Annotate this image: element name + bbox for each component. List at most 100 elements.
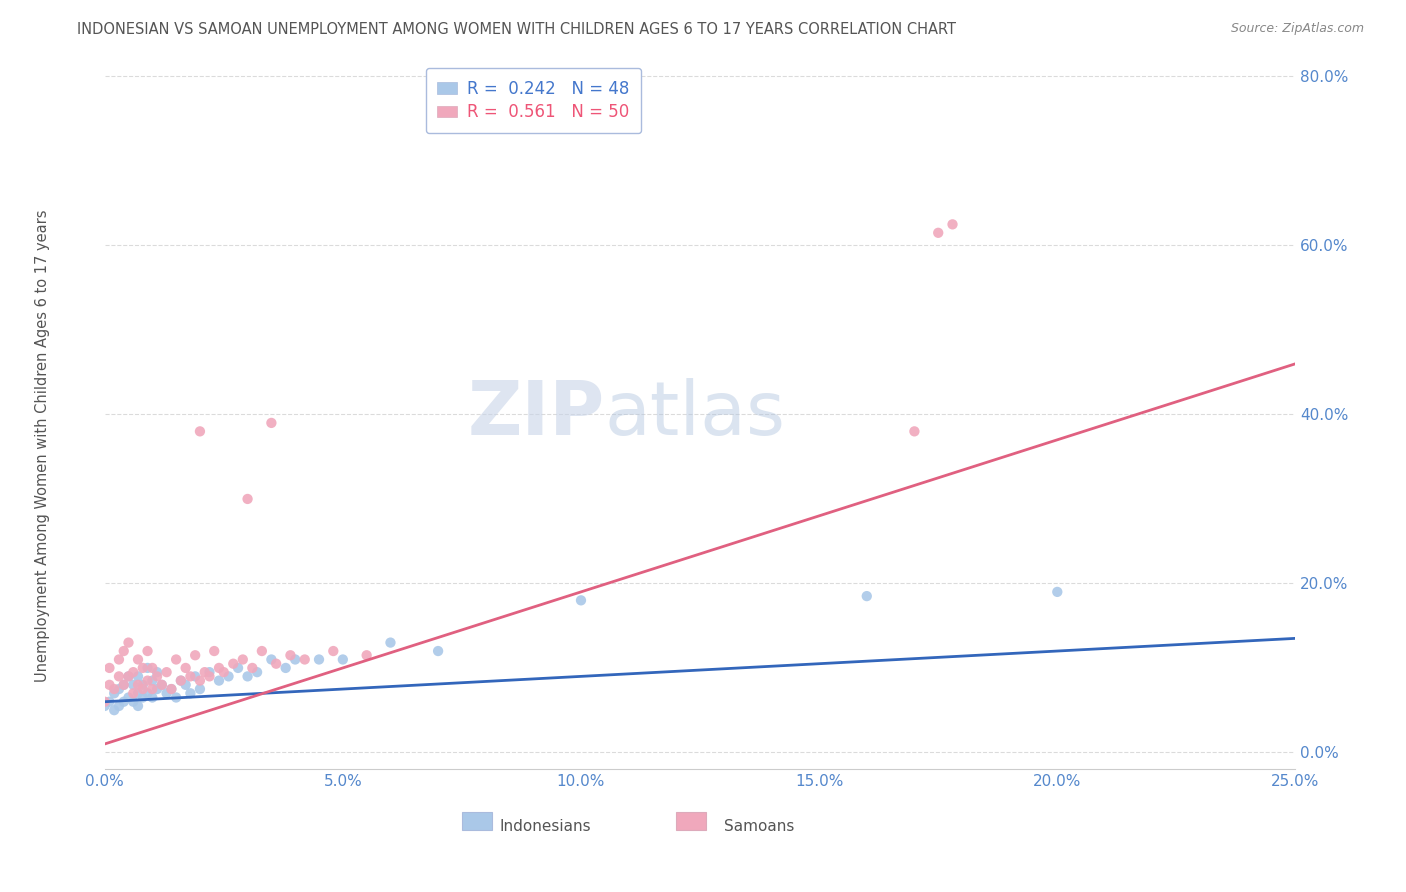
Point (188, 425, 211, 439)
Point (202, 644, 225, 658)
Point (141, 673, 163, 688)
Point (165, 652, 187, 666)
Point (941, 218, 963, 232)
Point (855, 589, 877, 603)
Point (150, 678, 173, 692)
Point (117, 635, 139, 649)
Point (155, 665, 177, 680)
Point (136, 673, 159, 688)
Point (141, 661, 163, 675)
Point (226, 661, 249, 675)
Point (274, 661, 297, 675)
Point (246, 665, 269, 680)
Point (146, 669, 169, 683)
Point (236, 491, 259, 506)
Point (208, 673, 231, 688)
Point (250, 644, 273, 658)
Point (284, 652, 307, 666)
Point (280, 648, 302, 663)
Point (174, 661, 197, 675)
Point (141, 690, 163, 705)
Text: Indonesians: Indonesians (499, 819, 591, 834)
Point (93, 698, 115, 713)
Point (127, 698, 149, 713)
Point (112, 678, 135, 692)
Point (93, 695, 115, 709)
Point (1046, 585, 1069, 599)
Point (112, 695, 135, 709)
Point (127, 678, 149, 692)
Point (136, 686, 159, 700)
Point (108, 698, 131, 713)
Point (150, 678, 173, 692)
Point (294, 652, 316, 666)
Point (184, 648, 207, 663)
Text: atlas: atlas (605, 378, 786, 451)
Point (136, 644, 159, 658)
Point (236, 669, 259, 683)
Point (103, 703, 125, 717)
Point (132, 678, 155, 692)
Point (112, 644, 135, 658)
Point (98, 661, 121, 675)
Point (141, 681, 163, 696)
FancyBboxPatch shape (676, 812, 706, 830)
Point (122, 686, 145, 700)
Point (132, 681, 155, 696)
Point (165, 690, 187, 705)
Point (122, 665, 145, 680)
Point (98, 695, 121, 709)
Point (927, 226, 949, 240)
Point (179, 669, 201, 683)
Point (122, 678, 145, 692)
Point (260, 416, 283, 430)
Point (170, 673, 193, 688)
Point (127, 686, 149, 700)
Point (569, 593, 592, 607)
Point (427, 644, 450, 658)
Point (108, 681, 131, 696)
Point (322, 644, 344, 658)
Point (127, 669, 149, 683)
Point (174, 678, 197, 692)
Point (222, 657, 245, 671)
Point (122, 695, 145, 709)
Point (240, 661, 263, 675)
Point (132, 690, 155, 705)
Point (117, 690, 139, 705)
Point (136, 661, 159, 675)
Text: ZIP: ZIP (468, 378, 605, 451)
Point (264, 657, 287, 671)
Point (332, 652, 354, 666)
Point (184, 669, 207, 683)
FancyBboxPatch shape (463, 812, 492, 830)
Point (198, 665, 221, 680)
Point (903, 425, 925, 439)
Text: INDONESIAN VS SAMOAN UNEMPLOYMENT AMONG WOMEN WITH CHILDREN AGES 6 TO 17 YEARS C: INDONESIAN VS SAMOAN UNEMPLOYMENT AMONG … (77, 22, 956, 37)
Point (356, 648, 378, 663)
Point (117, 669, 139, 683)
Text: Source: ZipAtlas.com: Source: ZipAtlas.com (1230, 22, 1364, 36)
Point (146, 681, 169, 696)
Point (194, 665, 217, 680)
Point (218, 669, 240, 683)
Text: Unemployment Among Women with Children Ages 6 to 17 years: Unemployment Among Women with Children A… (35, 210, 49, 682)
Legend: R =  0.242   N = 48, R =  0.561   N = 50: R = 0.242 N = 48, R = 0.561 N = 50 (426, 68, 641, 133)
Point (98, 678, 121, 692)
Text: Samoans: Samoans (724, 819, 794, 834)
Point (170, 673, 193, 688)
Point (127, 652, 149, 666)
Point (260, 652, 283, 666)
Point (155, 686, 177, 700)
Point (208, 661, 231, 675)
Point (188, 681, 211, 696)
Point (108, 652, 131, 666)
Point (108, 669, 131, 683)
Point (117, 669, 139, 683)
Point (179, 686, 201, 700)
Point (103, 681, 125, 696)
Point (146, 665, 169, 680)
Point (380, 635, 402, 649)
Point (308, 652, 330, 666)
Point (103, 686, 125, 700)
